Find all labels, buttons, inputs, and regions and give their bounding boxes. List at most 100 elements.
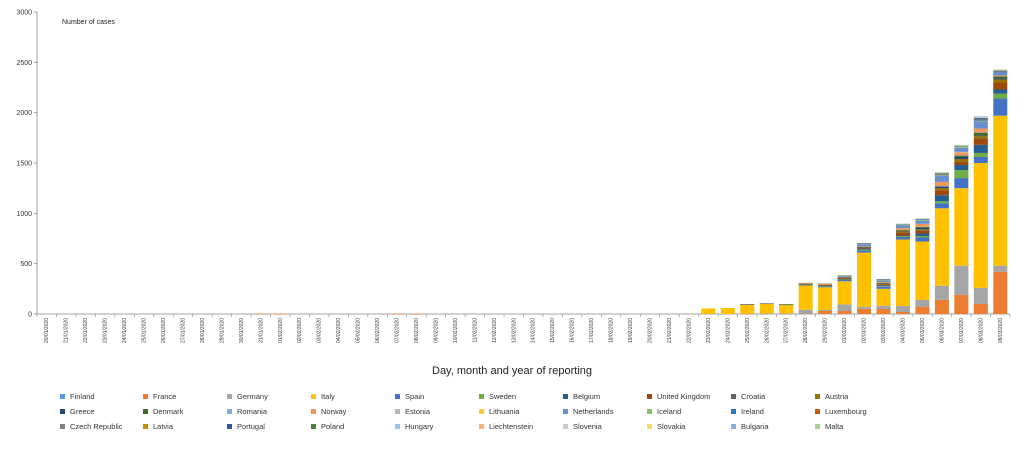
legend-label: Denmark xyxy=(153,406,184,416)
x-tick-label: 06/02/2020 xyxy=(375,318,381,343)
legend-swatch xyxy=(60,408,65,414)
legend-label: Liechtenstein xyxy=(489,421,534,431)
bar-segment-netherlands xyxy=(934,175,949,182)
bar-segment-united-kingdom xyxy=(837,278,852,280)
bar-segment-germany xyxy=(857,306,872,309)
x-tick-label: 28/02/2020 xyxy=(803,318,809,343)
legend-label: Portugal xyxy=(237,421,265,431)
x-tick-label: 29/01/2020 xyxy=(219,318,225,343)
bar-segment-belgium xyxy=(934,195,949,202)
x-axis-title: Day, month and year of reporting xyxy=(432,365,592,377)
legend-swatch xyxy=(227,393,232,399)
x-tick-label: 31/01/2020 xyxy=(258,318,264,343)
bar-segment-united-kingdom xyxy=(993,82,1008,90)
bar-segment-spain xyxy=(993,98,1008,116)
bar-segment-austria xyxy=(876,283,891,285)
legend-swatch xyxy=(815,393,820,399)
legend-label: Romania xyxy=(237,406,268,416)
bar-segment-austria xyxy=(954,158,969,162)
bar-segment-netherlands xyxy=(837,275,852,277)
legend-swatch xyxy=(479,408,484,414)
bar-segment-denmark xyxy=(993,76,1008,79)
legend-item-greece: Greece xyxy=(60,405,95,417)
x-tick-label: 24/01/2020 xyxy=(122,318,128,343)
bar-segment-austria xyxy=(895,231,910,233)
legend-swatch xyxy=(647,393,652,399)
legend-item-denmark: Denmark xyxy=(143,405,183,417)
legend-swatch xyxy=(311,393,316,399)
x-tick-label: 22/02/2020 xyxy=(686,318,692,343)
x-tick-label: 20/02/2020 xyxy=(647,318,653,343)
bar-segment-poland xyxy=(993,70,1008,72)
bar-segment-iceland xyxy=(895,224,910,226)
bar-segment-denmark xyxy=(915,226,930,228)
legend-item-austria: Austria xyxy=(815,390,848,402)
legend-label: Hungary xyxy=(405,421,434,431)
y-axis-title: Number of cases xyxy=(62,19,115,26)
bar-segment-iceland xyxy=(973,120,988,122)
bar-segment-italy xyxy=(701,308,716,314)
x-tick-label: 26/01/2020 xyxy=(161,318,167,343)
bar-segment-ireland xyxy=(934,174,949,176)
bar-segment-estonia xyxy=(954,151,969,153)
legend-item-croatia: Croatia xyxy=(731,390,765,402)
bar-segment-austria xyxy=(915,229,930,231)
legend-item-czech-republic: Czech Republic xyxy=(60,420,123,432)
bar-segment-iceland xyxy=(876,279,891,281)
bar-segment-germany xyxy=(954,265,969,295)
legend-item-iceland: Iceland xyxy=(647,405,681,417)
bar-segment-france xyxy=(973,303,988,314)
bar-segment-spain xyxy=(934,203,949,209)
bar-segment-france xyxy=(993,271,1008,314)
x-tick-label: 28/01/2020 xyxy=(200,318,206,343)
legend-swatch xyxy=(563,393,568,399)
x-tick-label: 07/03/2020 xyxy=(959,318,965,343)
legend-swatch xyxy=(731,393,736,399)
bar-segment-sweden xyxy=(895,235,910,237)
legend-item-slovenia: Slovenia xyxy=(563,420,602,432)
x-tick-label: 05/03/2020 xyxy=(920,318,926,343)
bar-segment-united-kingdom xyxy=(934,190,949,196)
bar-segment-spain xyxy=(973,156,988,163)
bar-segment-netherlands xyxy=(915,220,930,224)
bar-segment-spain xyxy=(837,279,852,282)
legend-swatch xyxy=(563,423,568,429)
legend-item-malta: Malta xyxy=(815,420,843,432)
bar-segment-italy xyxy=(993,115,1008,266)
bar-segment-greece xyxy=(993,78,1008,80)
x-tick-label: 01/02/2020 xyxy=(278,318,284,343)
x-tick-label: 03/03/2020 xyxy=(881,318,887,343)
bar-segment-netherlands xyxy=(954,147,969,152)
bar-segment-belgium xyxy=(993,89,1008,94)
bar-segment-italy xyxy=(954,188,969,266)
bar-segment-united-kingdom xyxy=(895,232,910,236)
x-tick-label: 27/02/2020 xyxy=(784,318,790,343)
bar-segment-norway xyxy=(915,223,930,227)
y-tick-label: 2000 xyxy=(16,110,32,117)
y-tick-label: 1500 xyxy=(16,161,32,168)
bar-segment-sweden xyxy=(934,201,949,204)
chart-axes: 0 500 1000 1500 2000 2500 3000 20/01/2020 21/01/… xyxy=(16,10,1011,343)
bar-segment-france xyxy=(876,308,891,314)
bar-segment-italy xyxy=(740,304,755,314)
bar-segment-italy xyxy=(973,163,988,288)
x-tick-label: 21/02/2020 xyxy=(667,318,673,343)
bar-segment-france xyxy=(857,308,872,314)
stacked-bar-chart: 0 500 1000 1500 2000 2500 3000 20/01/2020 21/01/… xyxy=(16,10,1011,377)
x-tick-label: 15/02/2020 xyxy=(550,318,556,343)
bar-segment-italy xyxy=(895,239,910,306)
bar-segment-denmark xyxy=(934,186,949,187)
bar-segment-netherlands xyxy=(857,244,872,247)
bar-segment-spain xyxy=(857,250,872,253)
x-tick-label: 23/01/2020 xyxy=(103,318,109,343)
legend-swatch xyxy=(647,408,652,414)
bar-segment-sweden xyxy=(993,93,1008,99)
bar-segment-ireland xyxy=(915,219,930,220)
legend-label: United Kingdom xyxy=(657,391,711,401)
x-tick-label: 02/03/2020 xyxy=(862,318,868,343)
legend-swatch xyxy=(731,423,736,429)
bar-segment-greece xyxy=(973,135,988,137)
bar-segment-slovenia xyxy=(973,116,988,118)
bar-segment-united-kingdom xyxy=(876,284,891,286)
legend-item-luxembourg: Luxembourg xyxy=(815,405,867,417)
